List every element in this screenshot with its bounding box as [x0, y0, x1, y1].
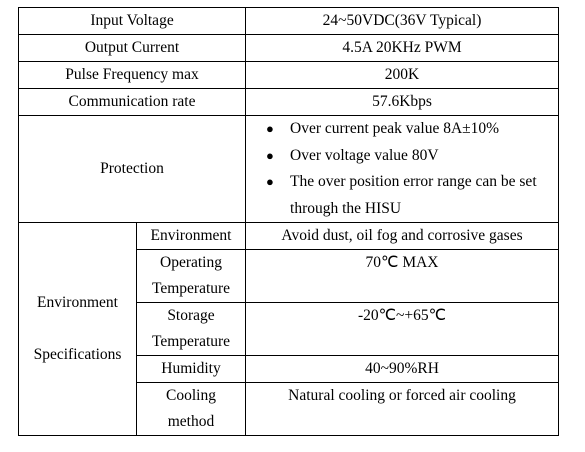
- value: Over current peak value 8A±10% Over volt…: [245, 115, 560, 223]
- value: -20℃~+65℃: [245, 302, 560, 356]
- label: Output Current: [17, 34, 247, 62]
- value: 40~90%RH: [245, 355, 560, 383]
- value: 57.6Kbps: [245, 88, 560, 116]
- value: 200K: [245, 61, 560, 89]
- label: Protection: [17, 115, 247, 223]
- bullet: The over position error range can be set…: [266, 169, 558, 222]
- value: Avoid dust, oil fog and corrosive gases: [245, 222, 560, 250]
- group-label: Environment Specifications: [18, 222, 137, 436]
- bullet: Over voltage value 80V: [266, 143, 558, 170]
- label: Cooling method: [135, 382, 247, 436]
- label: Operating Temperature: [135, 249, 247, 303]
- row: Pulse Frequency max 200K: [17, 61, 560, 89]
- label: Environment: [135, 222, 247, 250]
- value: Natural cooling or forced air cooling: [245, 382, 560, 436]
- bullet-list: Over current peak value 8A±10% Over volt…: [246, 116, 558, 222]
- row: Storage Temperature -20℃~+65℃: [19, 302, 560, 356]
- row: Protection Over current peak value 8A±10…: [17, 115, 560, 223]
- value: 24~50VDC(36V Typical): [245, 7, 560, 35]
- label-text: Operating Temperature: [151, 254, 231, 297]
- label-text: Cooling method: [166, 387, 216, 430]
- row: Operating Temperature 70℃ MAX: [19, 249, 560, 303]
- label: Humidity: [135, 355, 247, 383]
- row: Cooling method Natural cooling or forced …: [19, 382, 560, 436]
- row: Humidity 40~90%RH: [19, 355, 560, 383]
- label-text: Storage Temperature: [151, 307, 231, 350]
- label: Communication rate: [17, 88, 247, 116]
- row: Communication rate 57.6Kbps: [17, 88, 560, 116]
- label: Environment: [37, 294, 118, 311]
- value: 4.5A 20KHz PWM: [245, 34, 560, 62]
- spec-table: Input Voltage 24~50VDC(36V Typical) Outpu…: [17, 7, 560, 436]
- label: Specifications: [33, 346, 122, 363]
- label: Pulse Frequency max: [17, 61, 247, 89]
- label: Input Voltage: [17, 7, 247, 35]
- row: Output Current 4.5A 20KHz PWM: [17, 34, 560, 62]
- bullet: Over current peak value 8A±10%: [266, 116, 558, 143]
- label: Storage Temperature: [135, 302, 247, 356]
- row: Input Voltage 24~50VDC(36V Typical): [17, 7, 560, 35]
- row: Environment Specifications Environment Avo…: [18, 222, 560, 436]
- value: 70℃ MAX: [245, 249, 560, 303]
